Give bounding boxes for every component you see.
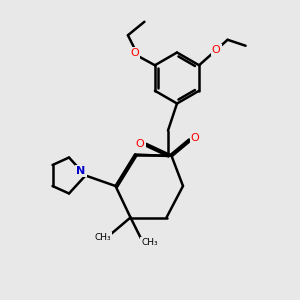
Text: N: N	[76, 166, 85, 176]
Text: O: O	[136, 139, 145, 149]
Text: O: O	[212, 45, 220, 55]
Text: O: O	[190, 133, 200, 143]
Text: O: O	[130, 48, 139, 58]
Text: CH₃: CH₃	[94, 233, 111, 242]
Text: CH₃: CH₃	[141, 238, 158, 247]
